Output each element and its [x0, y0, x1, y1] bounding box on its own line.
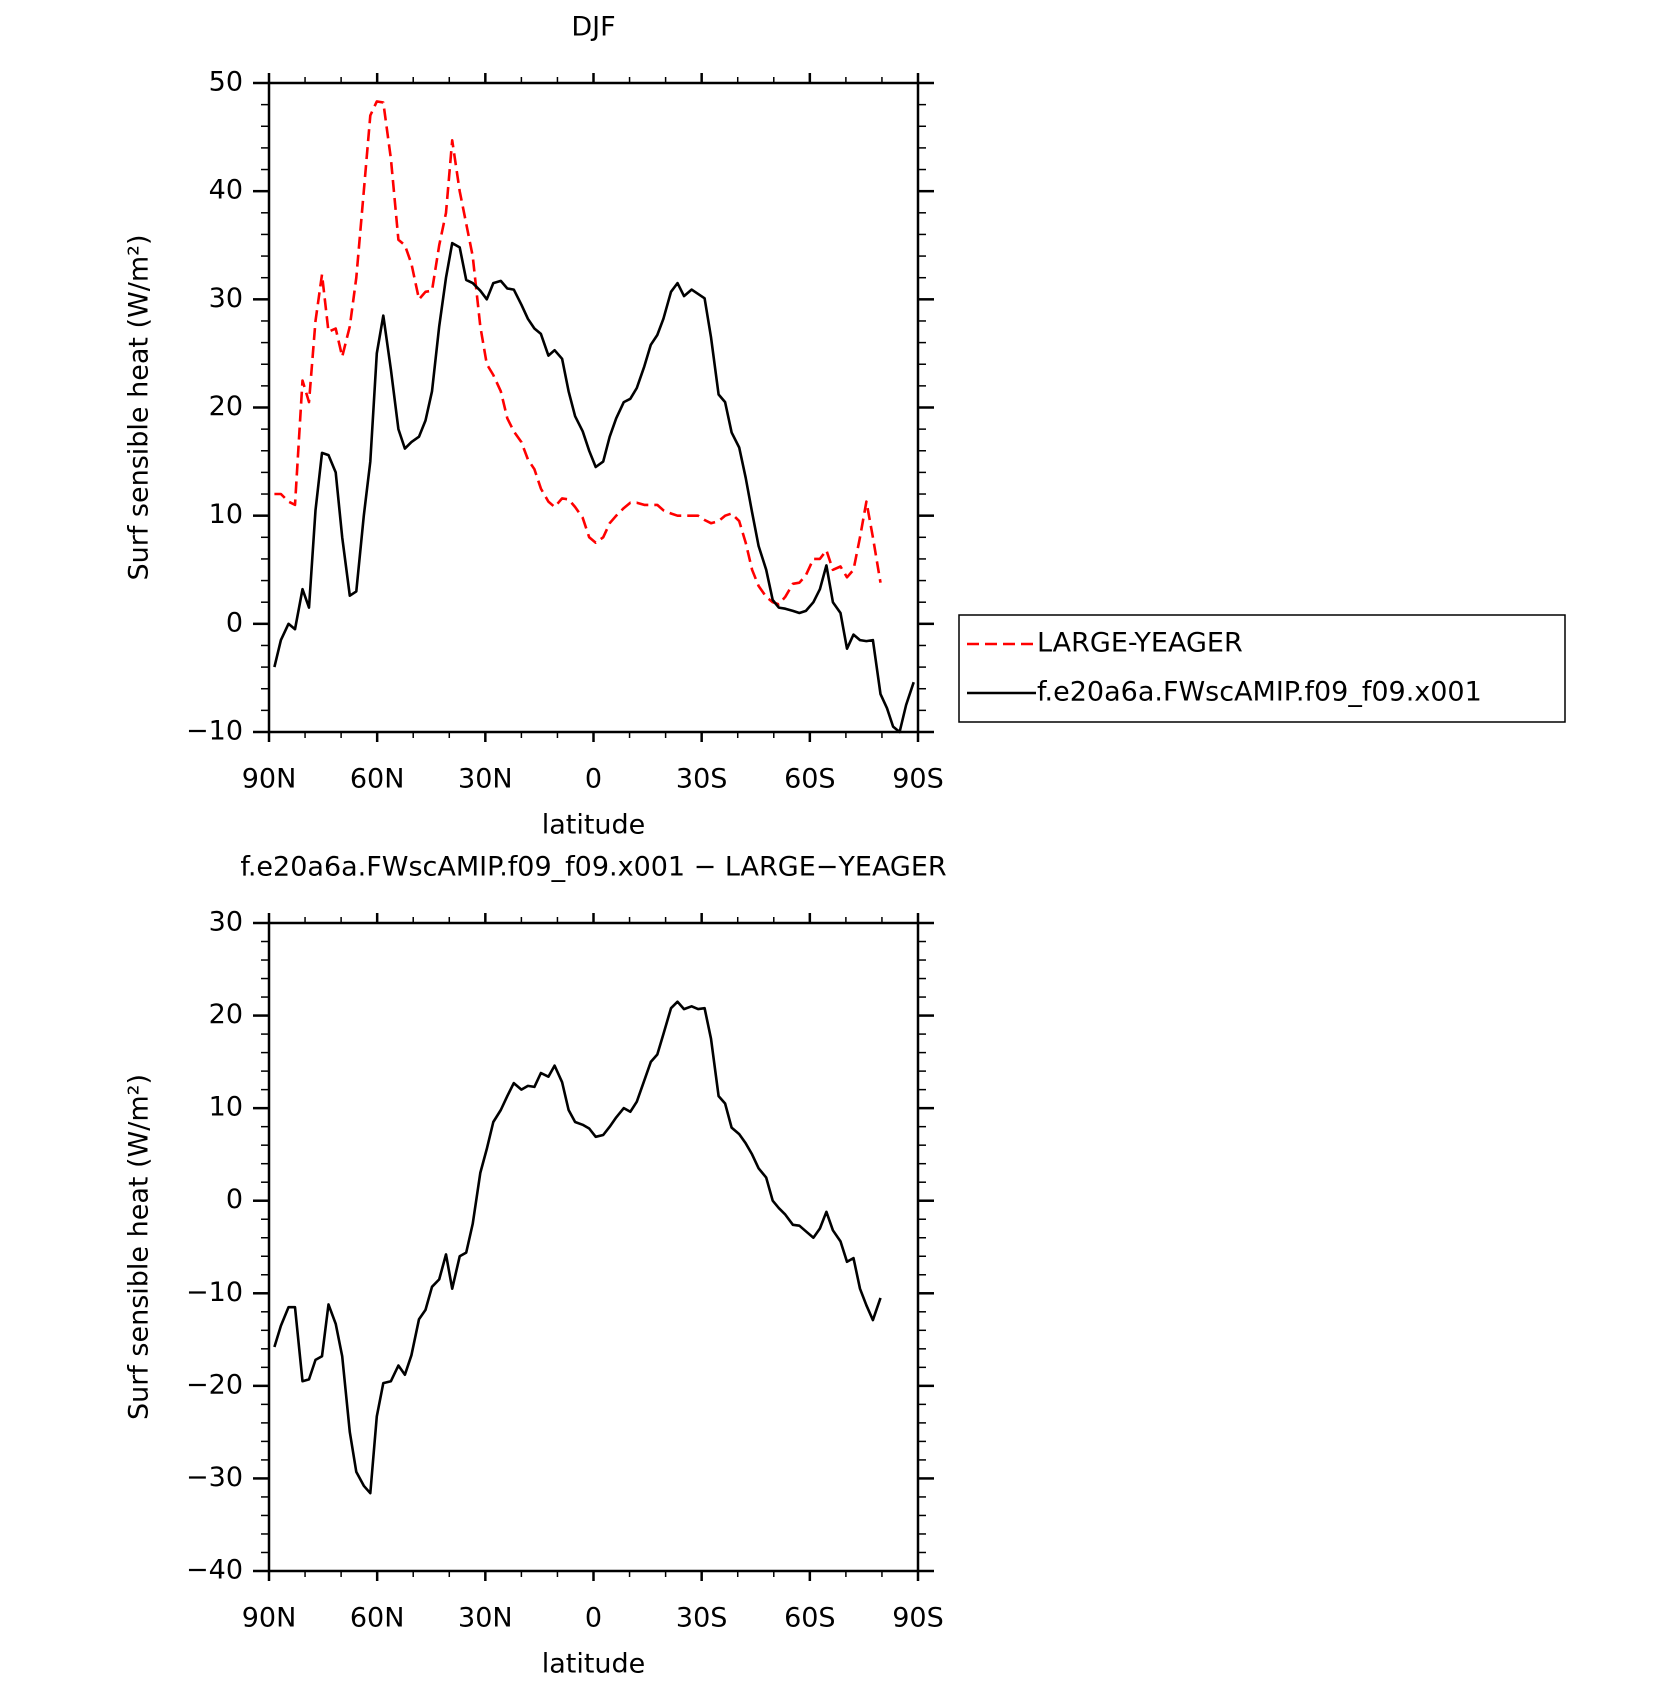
y-tick-label: −40: [186, 1555, 243, 1586]
x-tick-label: 90N: [242, 1603, 297, 1634]
data-line: [274, 100, 882, 606]
y-tick-label: 30: [209, 907, 243, 938]
y-tick-label: 40: [209, 175, 243, 206]
y-tick-label: −10: [186, 1277, 243, 1308]
y-tick-label: 30: [209, 283, 243, 314]
x-tick-label: 60N: [350, 1603, 405, 1634]
y-tick-label: 50: [209, 67, 243, 98]
legend-label: LARGE-YEAGER: [1037, 628, 1243, 659]
data-line: [273, 1000, 882, 1495]
x-tick-label: 60N: [350, 764, 405, 795]
y-tick-label: −20: [186, 1369, 243, 1400]
x-tick-label: 0: [585, 764, 602, 795]
x-tick-label: 30S: [676, 1603, 728, 1634]
y-tick-label: −30: [186, 1462, 243, 1493]
x-tick-label: 30N: [458, 764, 513, 795]
x-axis-label: latitude: [542, 810, 646, 841]
plot-frame: [267, 81, 920, 734]
x-tick-label: 60S: [784, 764, 836, 795]
legend-label: f.e20a6a.FWscAMIP.f09_f09.x001: [1037, 677, 1482, 708]
y-tick-label: −10: [186, 716, 243, 747]
x-tick-label: 60S: [784, 1603, 836, 1634]
y-axis-label: Surf sensible heat (W/m²): [124, 1074, 155, 1420]
x-tick-label: 30S: [676, 764, 728, 795]
legend-box: [958, 614, 1566, 723]
x-tick-label: 30N: [458, 1603, 513, 1634]
x-axis-label: latitude: [542, 1649, 646, 1680]
y-axis-label: Surf sensible heat (W/m²): [124, 234, 155, 580]
x-tick-label: 90N: [242, 764, 297, 795]
chart-title: f.e20a6a.FWscAMIP.f09_f09.x001 − LARGE−Y…: [240, 852, 946, 883]
y-tick-label: 10: [209, 499, 243, 530]
data-line: [273, 241, 915, 734]
y-tick-label: 10: [209, 1092, 243, 1123]
plot-frame: [267, 921, 920, 1573]
x-tick-label: 0: [585, 1603, 602, 1634]
y-tick-label: 20: [209, 391, 243, 422]
y-tick-label: 20: [209, 999, 243, 1030]
chart-title: DJF: [571, 12, 615, 43]
x-tick-label: 90S: [892, 1603, 944, 1634]
y-tick-label: 0: [226, 1184, 243, 1215]
x-tick-label: 90S: [892, 764, 944, 795]
y-tick-label: 0: [226, 607, 243, 638]
